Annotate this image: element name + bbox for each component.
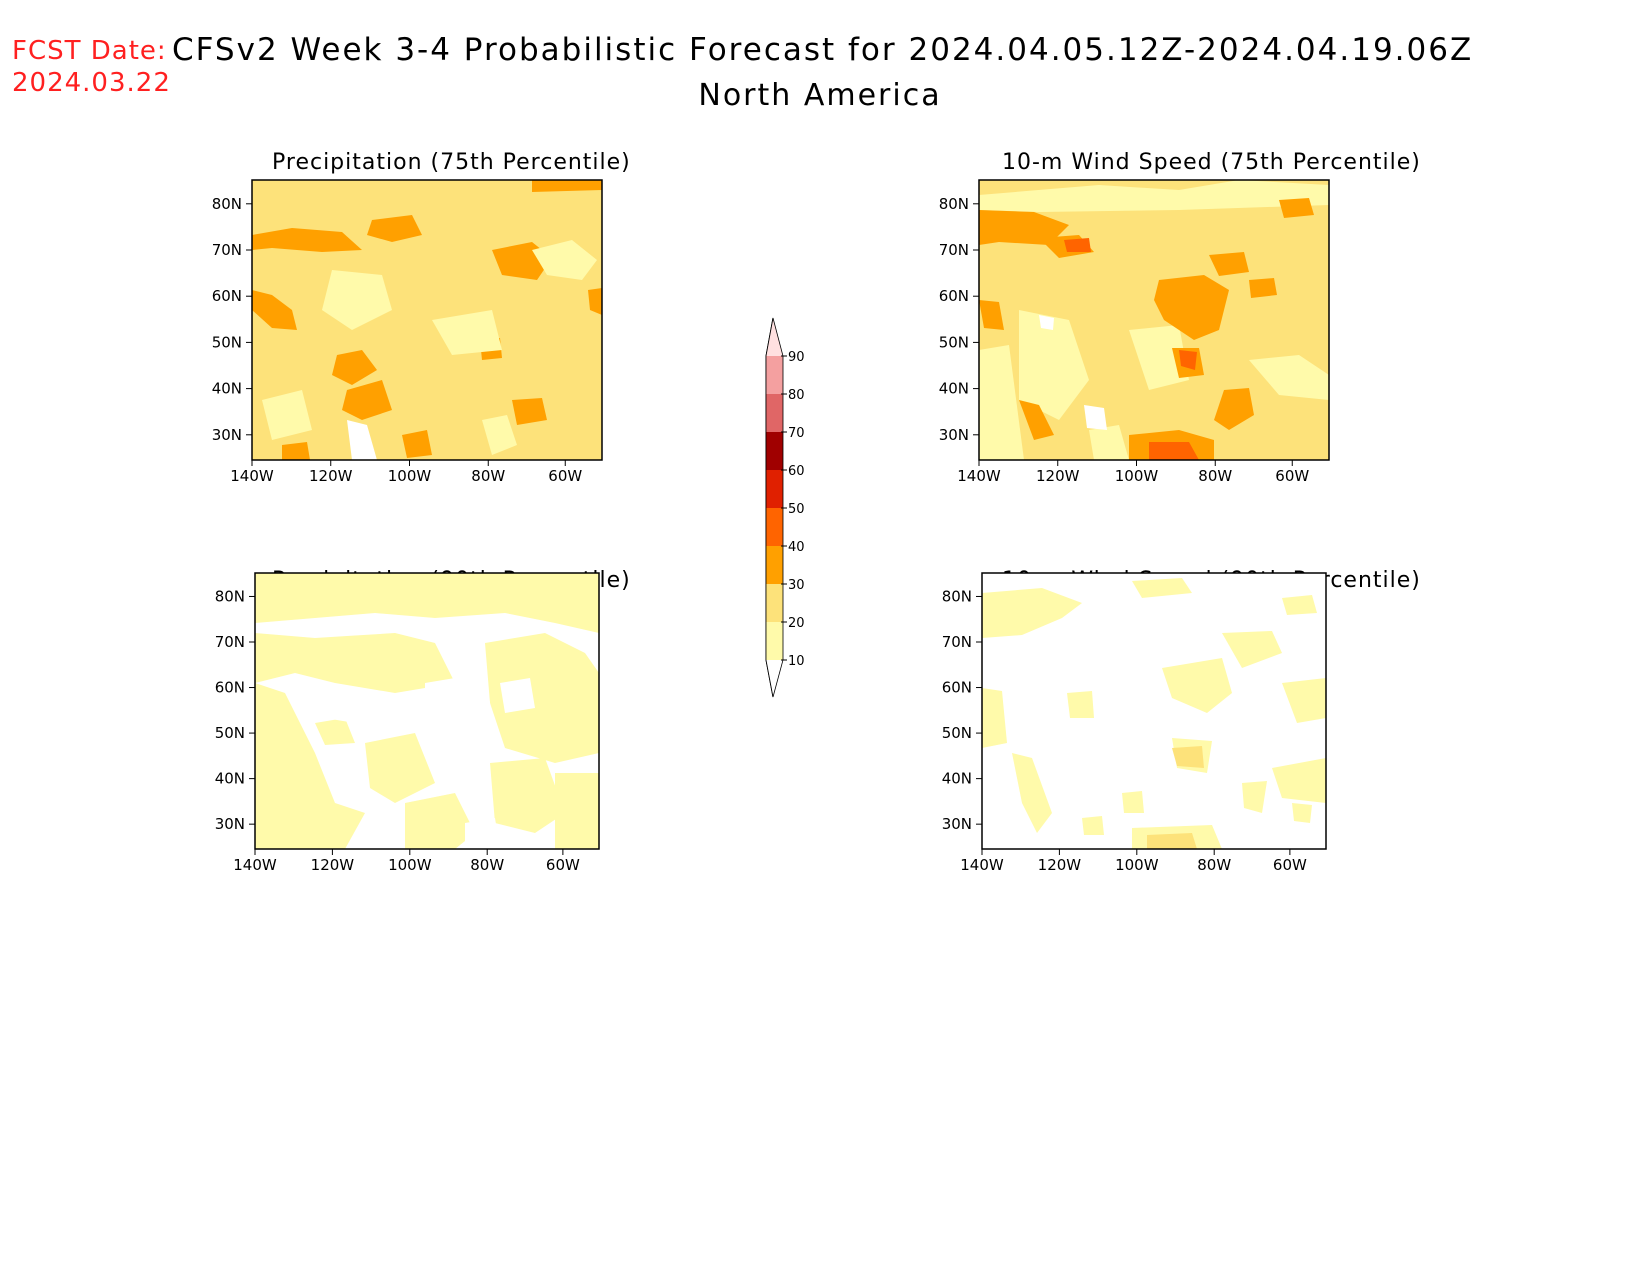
- lon-label-precip-90: 140W: [233, 856, 277, 874]
- colorbar-swatch: [766, 394, 783, 432]
- lon-label-wind-75: 100W: [1115, 467, 1159, 485]
- page-title: CFSv2 Week 3-4 Probabilistic Forecast fo…: [172, 32, 1474, 68]
- colorbar-label: 90: [788, 350, 805, 365]
- lon-label-precip-90: 60W: [546, 856, 580, 874]
- colorbar-label: 50: [788, 502, 805, 517]
- colorbar-label: 60: [788, 464, 805, 479]
- colorbar-swatch: [766, 584, 783, 622]
- map-panel-precip-90: [254, 572, 600, 850]
- lat-label-precip-90: 80N: [215, 587, 245, 605]
- lat-label-precip-75: 40N: [212, 380, 242, 398]
- colorbar-swatch: [766, 622, 783, 660]
- colorbar-label: 70: [788, 426, 805, 441]
- lat-label-wind-90: 40N: [942, 770, 972, 788]
- lat-label-wind-75: 40N: [939, 380, 969, 398]
- lat-label-wind-90: 30N: [942, 815, 972, 833]
- lon-label-precip-75: 60W: [548, 467, 582, 485]
- colorbar-label: 10: [788, 654, 805, 669]
- lon-label-precip-90: 120W: [311, 856, 355, 874]
- lat-label-wind-75: 60N: [939, 287, 969, 305]
- panel-title-wind-75: 10-m Wind Speed (75th Percentile): [1002, 150, 1421, 175]
- lon-label-precip-75: 80W: [471, 467, 505, 485]
- lat-label-precip-90: 60N: [215, 679, 245, 697]
- lat-label-precip-75: 80N: [212, 195, 242, 213]
- colorbar-top-cap: [766, 318, 783, 356]
- colorbar-label: 80: [788, 388, 805, 403]
- colorbar-swatch: [766, 470, 783, 508]
- lon-label-wind-75: 140W: [957, 467, 1001, 485]
- page-subtitle: North America: [698, 78, 942, 113]
- panel-title-precip-75: Precipitation (75th Percentile): [272, 150, 631, 175]
- lon-label-wind-90: 120W: [1038, 856, 1082, 874]
- lon-label-wind-90: 140W: [960, 856, 1004, 874]
- colorbar-swatch: [766, 508, 783, 546]
- lat-label-precip-75: 60N: [212, 287, 242, 305]
- lat-label-precip-90: 40N: [215, 770, 245, 788]
- lat-label-wind-75: 80N: [939, 195, 969, 213]
- lon-label-wind-75: 120W: [1036, 467, 1080, 485]
- lon-label-wind-75: 60W: [1275, 467, 1309, 485]
- colorbar-label: 40: [788, 540, 805, 555]
- fcst-date-label: FCST Date:: [12, 36, 167, 66]
- map-panel-precip-75: [251, 179, 603, 461]
- lon-label-precip-75: 100W: [388, 467, 432, 485]
- colorbar-outline: [765, 317, 784, 698]
- lat-label-wind-75: 50N: [939, 333, 969, 351]
- lat-label-wind-90: 70N: [942, 633, 972, 651]
- lon-label-wind-75: 80W: [1198, 467, 1232, 485]
- lat-label-precip-90: 30N: [215, 815, 245, 833]
- map-panel-wind-90: [981, 572, 1327, 850]
- colorbar-swatch: [766, 546, 783, 584]
- lat-label-precip-90: 50N: [215, 724, 245, 742]
- lat-label-wind-75: 70N: [939, 241, 969, 259]
- map-panel-wind-75: [978, 179, 1330, 461]
- lat-label-wind-90: 60N: [942, 679, 972, 697]
- lat-label-wind-75: 30N: [939, 426, 969, 444]
- lon-label-precip-90: 100W: [388, 856, 432, 874]
- lat-label-wind-90: 80N: [942, 587, 972, 605]
- lat-label-wind-90: 50N: [942, 724, 972, 742]
- lat-label-precip-75: 50N: [212, 333, 242, 351]
- colorbar-swatch: [766, 432, 783, 470]
- colorbar-label: 20: [788, 616, 805, 631]
- lat-label-precip-75: 70N: [212, 241, 242, 259]
- colorbar-swatch: [766, 356, 783, 394]
- lon-label-wind-90: 60W: [1273, 856, 1307, 874]
- colorbar-bottom-cap: [766, 660, 783, 697]
- colorbar: 10 20 30 40 50 60 70 80 90: [765, 317, 805, 698]
- fcst-date-value: 2024.03.22: [12, 68, 171, 98]
- lon-label-precip-75: 140W: [230, 467, 274, 485]
- lon-label-wind-90: 80W: [1197, 856, 1231, 874]
- lat-label-precip-75: 30N: [212, 426, 242, 444]
- lat-label-precip-90: 70N: [215, 633, 245, 651]
- colorbar-label: 30: [788, 578, 805, 593]
- lon-label-precip-90: 80W: [470, 856, 504, 874]
- lon-label-precip-75: 120W: [309, 467, 353, 485]
- lon-label-wind-90: 100W: [1115, 856, 1159, 874]
